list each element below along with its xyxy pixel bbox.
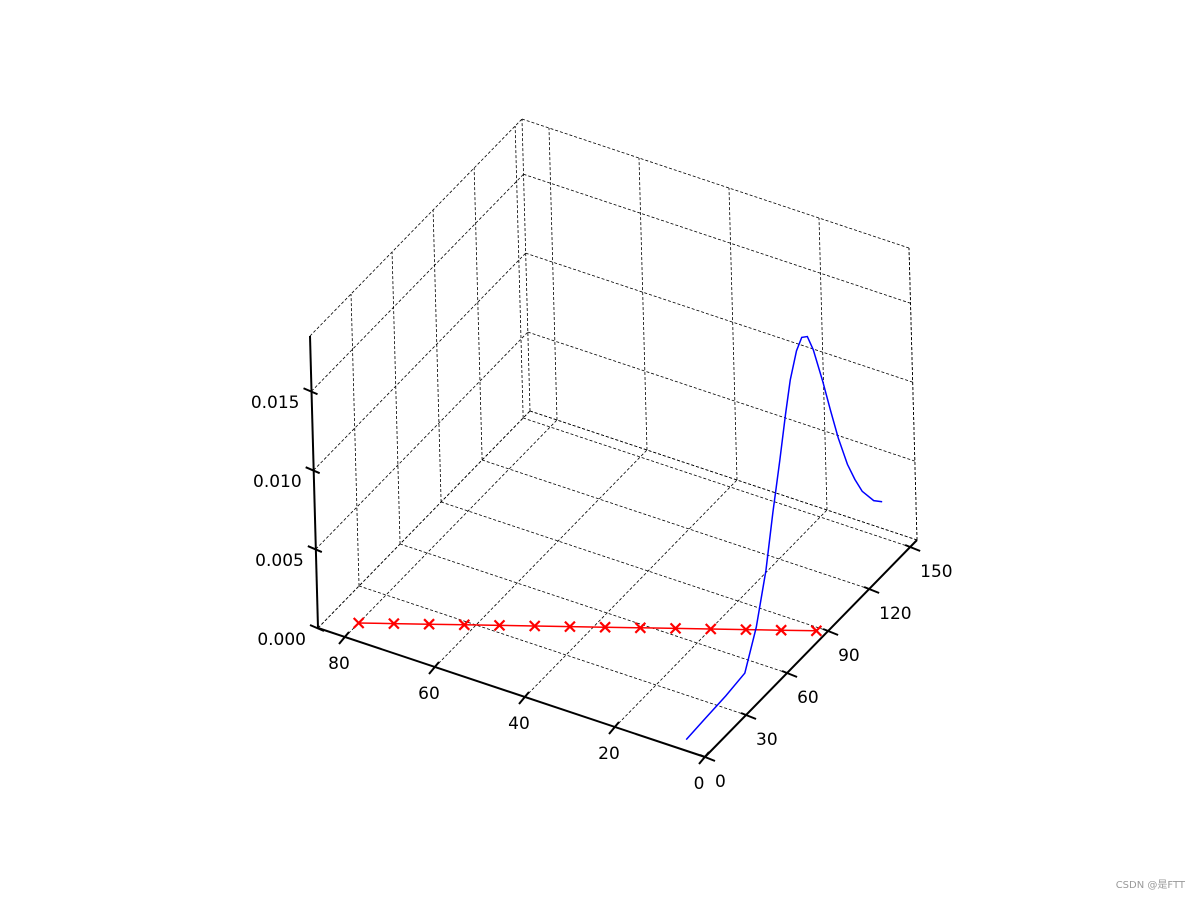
grid-line — [358, 585, 747, 716]
y-tick-label: 30 — [756, 730, 778, 750]
marker — [704, 623, 717, 635]
watermark: CSDN @是FTT — [1116, 879, 1186, 891]
y-tick-label: 150 — [920, 562, 952, 582]
marker — [775, 624, 787, 636]
series-line — [358, 622, 817, 632]
marker — [388, 617, 400, 630]
grid-line — [614, 509, 828, 728]
grid-line — [391, 251, 401, 545]
marker — [599, 621, 611, 633]
z-tick — [303, 387, 318, 396]
z-tick — [309, 624, 325, 632]
x-tick — [698, 751, 710, 765]
marker — [634, 622, 647, 634]
grid-line — [527, 331, 915, 462]
marker — [352, 617, 365, 629]
x-axis — [317, 627, 706, 758]
x-tick — [518, 691, 530, 705]
grid-line — [728, 187, 738, 481]
grid-line — [638, 157, 648, 451]
y-tick-label: 0 — [715, 772, 726, 792]
grid-line — [524, 479, 738, 698]
pane-edge — [521, 118, 531, 412]
grid-line — [908, 247, 918, 541]
grid-line — [514, 125, 524, 419]
x-tick-label: 20 — [598, 744, 620, 764]
x-tick-label: 60 — [418, 684, 440, 704]
grid-line — [523, 173, 911, 304]
marker — [740, 623, 752, 636]
x-tick-label: 80 — [328, 654, 350, 674]
z-tick-label: 0.015 — [251, 393, 300, 413]
x-tick-label: 0 — [694, 774, 705, 794]
grid-line — [440, 501, 829, 632]
marker — [810, 625, 823, 637]
z-tick-label: 0.010 — [253, 472, 302, 492]
y-tick-label: 60 — [797, 688, 819, 708]
grid-line — [525, 252, 913, 383]
grid-line — [317, 410, 531, 629]
grid-line — [818, 217, 828, 511]
grid-line — [399, 543, 788, 674]
x-tick — [428, 661, 440, 675]
y-tick — [904, 544, 921, 552]
y-tick — [822, 628, 839, 636]
y-tick — [781, 670, 798, 678]
y-tick-label: 120 — [879, 604, 911, 624]
grid-line — [311, 173, 524, 392]
marker — [493, 619, 506, 632]
grid-line — [482, 459, 870, 590]
x-tick-label: 40 — [508, 714, 530, 734]
series-line — [685, 335, 883, 741]
y-axis — [704, 539, 918, 758]
grid-line — [432, 209, 442, 503]
marker — [669, 622, 682, 635]
y-tick-label: 90 — [838, 646, 860, 666]
y-tick — [863, 586, 880, 594]
pane-edge — [529, 410, 918, 541]
pane-edge — [309, 118, 523, 337]
marker — [458, 619, 471, 631]
x-tick — [338, 631, 350, 645]
pane-edge — [521, 118, 910, 249]
grid-line — [523, 417, 911, 548]
marker — [423, 618, 435, 630]
grid-line — [344, 419, 558, 638]
marker — [528, 620, 541, 632]
marker — [564, 620, 576, 633]
grid-line — [315, 331, 529, 550]
grid-line — [434, 449, 648, 668]
z-tick-label: 0.005 — [255, 551, 304, 571]
x-tick — [608, 721, 620, 735]
z-tick — [305, 466, 321, 475]
y-tick — [699, 754, 716, 762]
y-tick — [740, 712, 757, 720]
grid-line — [350, 293, 360, 587]
grid-line — [529, 410, 918, 541]
grid-line — [473, 167, 483, 461]
z-axis — [309, 335, 319, 629]
grid-line — [313, 252, 526, 471]
grid-line — [548, 127, 558, 421]
z-tick — [307, 545, 323, 554]
z-tick-label: 0.000 — [257, 630, 306, 650]
